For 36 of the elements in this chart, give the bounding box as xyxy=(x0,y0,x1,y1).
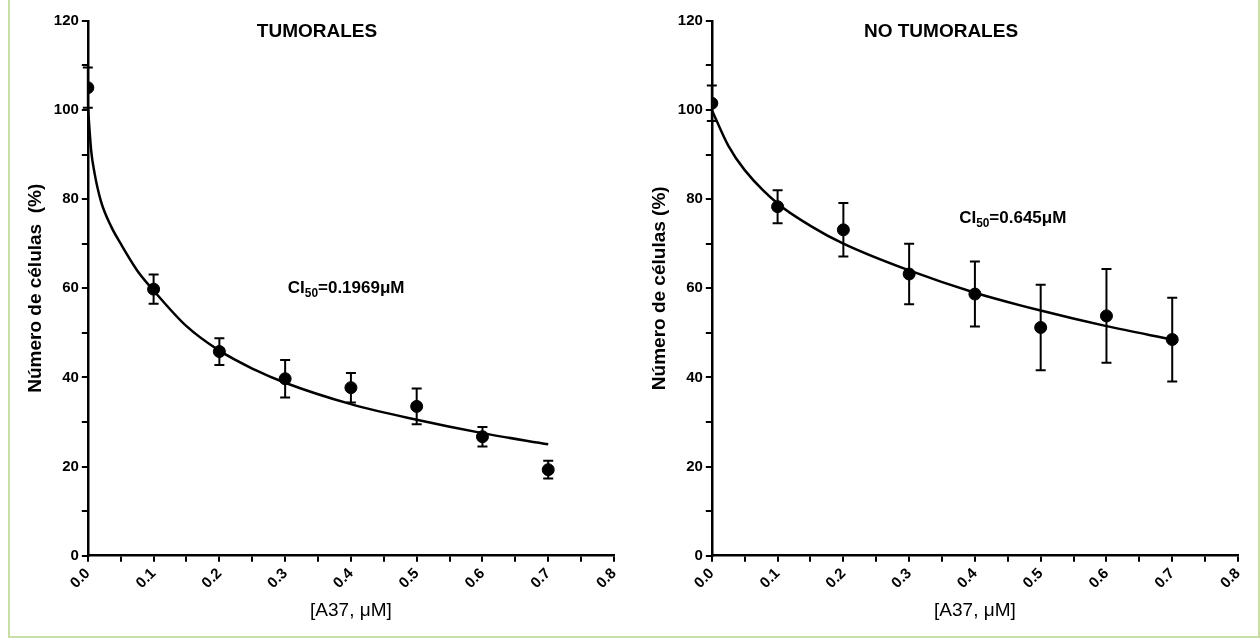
x-tick-label: 0.3 xyxy=(263,564,291,591)
x-tick-label: 0.1 xyxy=(755,564,783,591)
y-axis-title: Número de células (%) xyxy=(23,183,45,393)
y-tick-label: 40 xyxy=(686,367,703,385)
y-tick-label: 100 xyxy=(677,100,703,118)
x-tick-label: 0.0 xyxy=(690,564,717,591)
y-tick-label: 80 xyxy=(686,189,703,207)
y-tick-label: 20 xyxy=(62,456,79,474)
x-tick-label: 0.3 xyxy=(887,564,915,591)
x-tick-label: 0.6 xyxy=(1084,564,1112,591)
x-tick-label: 0.1 xyxy=(131,564,159,591)
x-tick-label: 0.2 xyxy=(821,564,849,591)
x-tick-label: 0.5 xyxy=(394,564,422,591)
x-tick-label: 0.8 xyxy=(592,564,620,591)
y-tick-label: 80 xyxy=(62,189,79,207)
x-tick-label: 0.5 xyxy=(1018,564,1046,591)
chart-title: TUMORALES xyxy=(256,19,378,41)
y-tick-label: 100 xyxy=(53,100,79,118)
y-tick-label: 0 xyxy=(694,545,703,563)
y-tick-label: 120 xyxy=(53,10,79,28)
x-tick-label: 0.0 xyxy=(66,564,93,591)
x-tick-label: 0.7 xyxy=(1150,564,1178,591)
y-tick-label: 20 xyxy=(686,456,703,474)
x-tick-label: 0.6 xyxy=(460,564,488,591)
y-axis-title: Número de células (%) xyxy=(647,186,669,391)
x-tick-label: 0.4 xyxy=(953,563,981,591)
x-tick-label: 0.2 xyxy=(197,564,225,591)
y-tick-label: 120 xyxy=(677,10,703,28)
y-tick-label: 60 xyxy=(686,278,703,296)
x-tick-label: 0.8 xyxy=(1216,564,1244,591)
x-tick-label: 0.4 xyxy=(329,563,357,591)
chart-title: NO TUMORALES xyxy=(863,19,1019,41)
y-tick-label: 0 xyxy=(70,545,79,563)
x-tick-label: 0.7 xyxy=(526,564,554,591)
y-tick-label: 40 xyxy=(62,367,79,385)
y-tick-label: 60 xyxy=(62,278,79,296)
